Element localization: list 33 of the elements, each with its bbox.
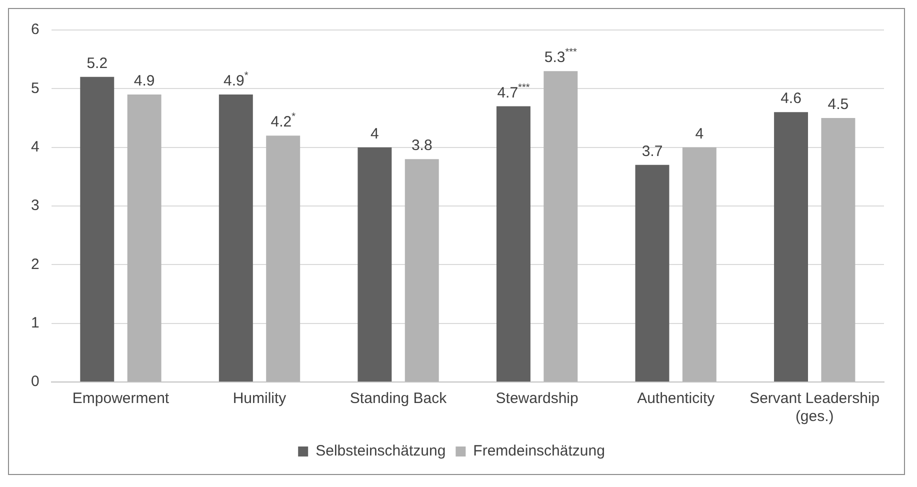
y-tick-label: 6 [31,21,40,38]
data-label: 4 [370,125,379,142]
data-label: 4.7*** [497,82,530,102]
bar [635,164,670,382]
x-tick-label: Stewardship [496,390,578,408]
data-label: 4.2* [270,112,296,131]
bar [774,112,808,382]
x-tick-label: Servant Leadership (ges.) [750,390,880,426]
x-tick-label: Humility [232,390,287,408]
x-tick-label: Authenticity [637,390,716,408]
data-label: 4.9* [224,70,248,90]
legend-label: Fremdeinschätzung [473,442,605,460]
bar [218,94,253,382]
data-label: 4.5 [828,96,849,113]
y-tick-label: 5 [31,80,40,97]
y-tick-label: 4 [31,138,40,156]
data-label: 4 [695,125,704,142]
y-tick-label: 3 [31,197,40,214]
y-tick-label: 1 [31,314,40,332]
data-label: 4.6 [780,90,802,108]
bar [80,76,114,382]
data-label: 5.3*** [544,47,578,66]
y-tick-label: 0 [31,373,40,390]
data-label: 3.8 [411,137,432,154]
y-tick-label: 2 [31,256,40,273]
data-label: 5.2 [86,54,108,72]
data-label: 3.7 [642,142,663,160]
data-label: 4.9 [134,72,155,90]
legend-label: Selbsteinschätzung [316,442,446,460]
x-tick-label: Standing Back [350,390,448,408]
bar [496,106,530,382]
bar [358,147,392,382]
x-tick-label: Empowerment [72,390,170,408]
